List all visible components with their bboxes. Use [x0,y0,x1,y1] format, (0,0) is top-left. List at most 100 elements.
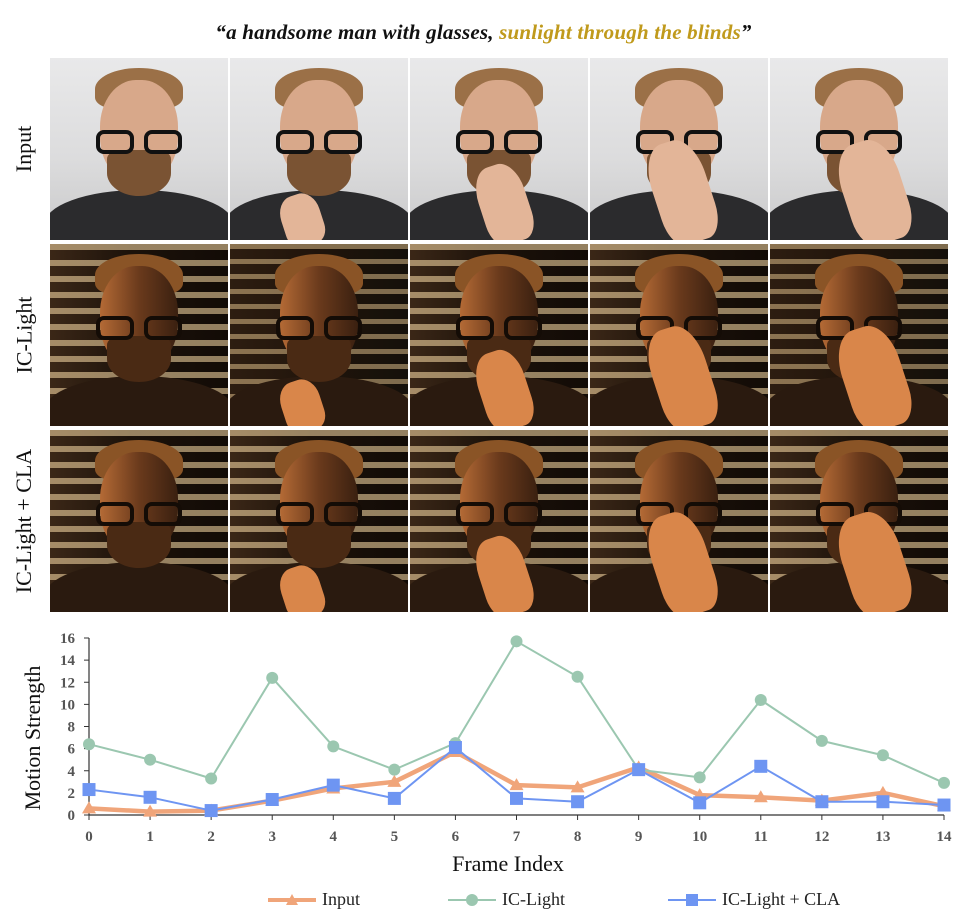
chart-series [82,635,951,818]
frame-image [590,244,768,426]
y-axis-label: Motion Strength [20,666,45,811]
square-marker-icon [668,893,716,906]
frame-image [50,58,228,240]
row-label-input: Input [10,125,36,173]
frame-image [230,58,408,240]
frame-image [410,430,588,612]
caption-highlight: sunlight through the blinds [499,20,741,44]
data-point [570,780,585,793]
caption-suffix: ” [740,20,752,44]
data-point [938,776,950,789]
data-point [754,693,767,706]
legend-label: IC-Light + CLA [722,889,841,909]
x-tick-label: 6 [452,829,460,845]
x-tick-label: 14 [937,829,953,845]
x-tick-label: 4 [330,829,338,845]
data-point [388,763,401,776]
frame-image [230,430,408,612]
data-point [143,804,158,817]
data-point [82,801,96,814]
figure-caption: “a handsome man with glasses, sunlight t… [0,20,967,45]
x-tick-label: 2 [207,829,215,845]
frame-image [770,58,948,240]
x-tick-label: 13 [875,829,890,845]
frame-image [50,430,228,612]
triangle-marker-icon [268,893,316,905]
x-tick-label: 10 [692,829,707,845]
x-tick-label: 12 [814,829,829,845]
data-point [754,759,768,773]
data-point [448,741,462,755]
y-tick-label: 10 [60,697,75,713]
x-tick-label: 3 [268,829,276,845]
caption-prefix: “a handsome man with glasses, [215,20,500,44]
data-point [327,740,340,753]
data-point [266,671,279,684]
chart-legend: Input IC-Light IC-Light + CLA [0,885,967,913]
data-point [387,791,401,805]
legend-item-ic-light-cla: IC-Light + CLA [668,889,840,910]
x-axis-label: Frame Index [452,851,564,876]
y-tick-label: 4 [68,764,76,780]
circle-marker-icon [448,893,496,906]
data-point [205,772,218,785]
row-label-ic-light-cla: IC-Light + CLA [11,448,36,594]
row-label-ic-light: IC-Light [11,296,36,374]
data-point [815,734,828,747]
data-point [875,785,890,798]
data-point [265,793,279,807]
data-point [83,738,95,751]
x-tick-label: 5 [391,829,399,845]
data-point [509,778,524,791]
y-tick-label: 16 [60,631,76,647]
data-point [510,791,523,805]
x-tick-label: 1 [146,829,154,845]
y-tick-label: 2 [68,786,76,802]
data-point [753,790,768,803]
data-point [571,670,584,683]
image-row-ic-light [50,244,948,426]
legend-item-ic-light: IC-Light [448,889,565,910]
data-point [693,771,706,784]
data-point [143,790,157,804]
legend-label: IC-Light [502,889,565,909]
image-row-ic-light-cla [50,430,948,612]
data-point [144,753,157,766]
frame-image [230,244,408,426]
series-line-1 [88,640,945,784]
data-point [204,804,218,818]
image-row-input [50,58,948,240]
x-tick-label: 7 [513,829,521,845]
x-tick-label: 11 [754,829,768,845]
x-tick-label: 0 [85,829,93,845]
data-point [510,635,523,648]
data-point [82,783,96,797]
x-tick-label: 8 [574,829,582,845]
data-point [876,795,890,809]
y-tick-label: 0 [68,808,76,824]
frame-image [590,58,768,240]
data-point [937,798,951,812]
y-tick-label: 6 [68,742,76,758]
y-tick-label: 14 [60,653,76,669]
frame-image [590,430,768,612]
data-point [693,796,707,810]
data-point [876,749,889,762]
data-point [326,778,340,792]
frame-image [770,430,948,612]
legend-item-input: Input [268,889,360,910]
frame-image [410,244,588,426]
frame-image [50,244,228,426]
x-tick-label: 9 [635,829,643,845]
data-point [571,795,585,809]
frame-image [770,244,948,426]
data-point [387,774,402,787]
legend-label: Input [322,889,360,909]
data-point [815,795,829,809]
data-point [632,763,646,777]
y-tick-label: 12 [60,675,75,691]
y-tick-label: 8 [68,720,76,736]
frame-image [410,58,588,240]
